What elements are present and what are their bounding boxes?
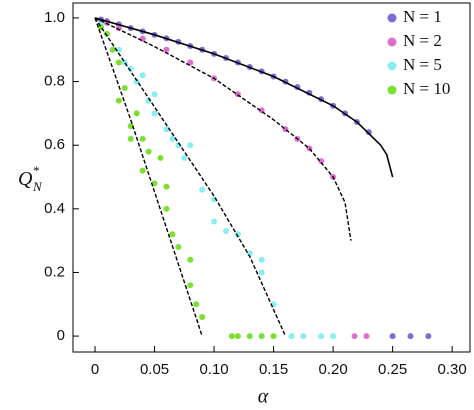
x-tick-label: 0 bbox=[91, 361, 99, 378]
data-point bbox=[193, 301, 200, 308]
data-point bbox=[157, 154, 164, 161]
data-point bbox=[389, 333, 396, 340]
data-point bbox=[228, 333, 235, 340]
data-point bbox=[115, 59, 122, 66]
data-point bbox=[145, 148, 152, 155]
data-point bbox=[139, 135, 146, 142]
data-point bbox=[181, 154, 188, 161]
data-point bbox=[407, 333, 414, 340]
data-point bbox=[169, 135, 176, 142]
theory-curve bbox=[94, 17, 352, 241]
data-point bbox=[365, 129, 372, 136]
theory-curve bbox=[94, 17, 203, 337]
x-tick-label: 0.20 bbox=[319, 361, 348, 378]
x-tick-label: 0.15 bbox=[259, 361, 288, 378]
x-tick-label: 0.05 bbox=[140, 361, 169, 378]
data-point bbox=[258, 269, 265, 276]
data-point bbox=[163, 46, 170, 53]
y-tick-label: 1.0 bbox=[44, 9, 65, 26]
data-point bbox=[211, 218, 218, 225]
y-label-sub: N bbox=[32, 179, 43, 194]
data-point bbox=[318, 158, 325, 165]
data-point bbox=[246, 333, 253, 340]
data-point bbox=[163, 205, 170, 212]
data-point bbox=[127, 123, 134, 130]
data-point bbox=[151, 110, 158, 117]
data-point bbox=[163, 183, 170, 190]
data-point bbox=[199, 186, 206, 193]
data-point bbox=[139, 167, 146, 174]
data-point bbox=[300, 333, 307, 340]
data-point bbox=[270, 333, 277, 340]
y-label-sup: * bbox=[32, 163, 39, 178]
legend-marker bbox=[387, 37, 397, 47]
y-tick-label: 0.8 bbox=[44, 73, 65, 90]
data-point bbox=[139, 72, 146, 79]
legend-label: N = 5 bbox=[403, 55, 442, 74]
legend-label: N = 1 bbox=[403, 7, 442, 26]
y-label-base: Q bbox=[18, 168, 33, 190]
data-point bbox=[187, 256, 194, 263]
legend-marker bbox=[387, 85, 397, 95]
y-tick-label: 0 bbox=[57, 327, 65, 344]
data-point bbox=[351, 333, 358, 340]
data-point bbox=[151, 180, 158, 187]
data-point bbox=[163, 126, 170, 133]
data-point bbox=[169, 231, 176, 238]
data-point bbox=[151, 91, 158, 98]
data-point bbox=[288, 333, 295, 340]
y-tick-label: 0.4 bbox=[44, 200, 65, 217]
data-point bbox=[330, 333, 337, 340]
legend-marker bbox=[387, 13, 397, 23]
data-point bbox=[363, 333, 370, 340]
data-point bbox=[258, 256, 265, 263]
data-point bbox=[115, 46, 122, 53]
data-point bbox=[139, 35, 146, 42]
theory-curve bbox=[94, 17, 287, 337]
data-point bbox=[234, 231, 241, 238]
y-tick-label: 0.2 bbox=[44, 263, 65, 280]
y-tick-label: 0.6 bbox=[44, 136, 65, 153]
data-point bbox=[187, 59, 194, 66]
plot-frame bbox=[72, 2, 471, 353]
data-point bbox=[187, 282, 194, 289]
legend-label: N = 10 bbox=[403, 79, 450, 98]
theory-curve bbox=[94, 17, 394, 178]
data-point bbox=[258, 333, 265, 340]
data-point bbox=[103, 30, 110, 37]
data-point bbox=[175, 244, 182, 251]
legend-label: N = 2 bbox=[403, 31, 442, 50]
data-point bbox=[187, 142, 194, 149]
data-point bbox=[121, 84, 128, 91]
x-tick-label: 0.25 bbox=[378, 361, 407, 378]
y-axis-label: Q* N bbox=[18, 163, 43, 194]
data-point bbox=[133, 110, 140, 117]
legend-marker bbox=[387, 61, 397, 71]
data-point bbox=[222, 228, 229, 235]
x-tick-label: 0.30 bbox=[438, 361, 467, 378]
data-point bbox=[234, 333, 241, 340]
x-tick-label: 0.10 bbox=[199, 361, 228, 378]
data-point bbox=[109, 46, 116, 53]
data-point bbox=[115, 97, 122, 104]
data-point bbox=[318, 333, 325, 340]
data-point bbox=[425, 333, 432, 340]
data-point bbox=[199, 314, 206, 321]
data-point bbox=[127, 135, 134, 142]
x-axis-label: α bbox=[258, 386, 269, 408]
